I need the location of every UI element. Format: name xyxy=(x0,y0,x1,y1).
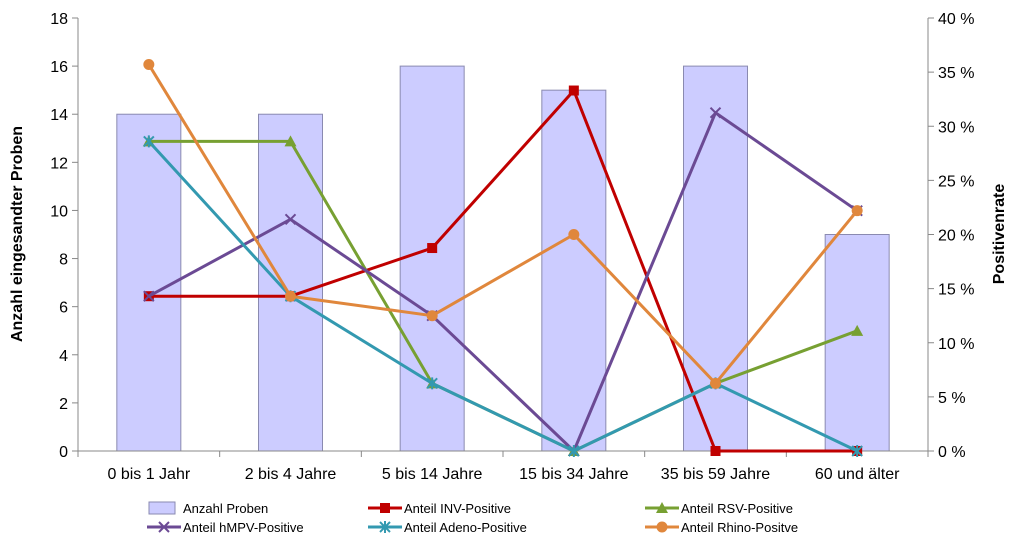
y-left-tick-label: 6 xyxy=(59,300,68,317)
legend-swatch-0 xyxy=(148,501,176,515)
bar-0 xyxy=(116,113,182,452)
y-right-tick-label: 10 % xyxy=(938,336,974,353)
legend-marker-5 xyxy=(656,521,668,533)
series-4-point-4 xyxy=(710,377,721,389)
legend-label-5: Anteil Rhino-Positve xyxy=(681,520,798,535)
legend-label-1: Anteil INV-Positive xyxy=(404,501,511,516)
y-right-axis-title: Positivenrate xyxy=(991,184,1008,285)
bar-1 xyxy=(258,113,323,452)
x-tick-label: 35 bis 59 Jahre xyxy=(661,466,771,483)
y-left-tick-label: 4 xyxy=(59,348,68,365)
bars-layer xyxy=(116,65,890,452)
series-3-point-3 xyxy=(568,445,580,457)
y-left-tick-label: 10 xyxy=(50,203,68,220)
y-right-tick-label: 15 % xyxy=(938,282,974,299)
legend: Anzahl Proben Anteil INV-Positive Anteil R… xyxy=(147,501,798,535)
series-2 xyxy=(143,107,863,457)
series-3-point-2 xyxy=(426,377,438,390)
series-4-point-2 xyxy=(426,310,438,322)
series-3-point-5 xyxy=(851,445,863,457)
legend-label-0: Anzahl Proben xyxy=(183,501,268,516)
series-line-4 xyxy=(147,63,859,385)
y-left-tick-label: 2 xyxy=(59,396,68,413)
series-4-point-3 xyxy=(568,229,580,240)
series-2-point-0 xyxy=(143,290,155,302)
y-right-tick-label: 25 % xyxy=(938,173,974,190)
series-line-2 xyxy=(148,111,859,453)
series-1-point-5 xyxy=(851,324,864,336)
series-line-3 xyxy=(147,140,858,453)
x-tick-label: 2 bis 4 Jahre xyxy=(245,466,337,483)
series-0-point-4 xyxy=(710,446,721,456)
legend-marker-3 xyxy=(158,521,170,533)
legend-marker-1 xyxy=(380,503,390,513)
series-0-point-2 xyxy=(427,243,438,254)
legend-label-3: Anteil hMPV-Positive xyxy=(183,520,304,535)
series-0-point-3 xyxy=(568,85,579,96)
y-right-tick-label: 35 % xyxy=(938,65,974,82)
lines-layer xyxy=(142,59,864,457)
series-4-point-1 xyxy=(285,290,296,302)
bar-5 xyxy=(824,234,890,452)
series-1-point-1 xyxy=(284,135,297,147)
legend-item-1: Anteil INV-Positive xyxy=(368,501,511,516)
y-left-axis-title: Anzahl eingesandter Proben xyxy=(9,126,26,342)
legend-marker-4 xyxy=(379,521,391,533)
y-right-tick-label: 20 % xyxy=(938,228,974,245)
legend-label-4: Anteil Adeno-Positive xyxy=(404,520,527,535)
legend-item-3: Anteil hMPV-Positive xyxy=(147,520,304,535)
x-tick-label: 5 bis 14 Jahre xyxy=(382,466,483,483)
legend-item-0: Anzahl Proben xyxy=(148,501,268,516)
axes-layer: 0 2 4 6 8 10 12 14 16 18 0 % 5 % 10 % 15 % 20 % 25 % 30 … xyxy=(50,11,974,483)
series-2-point-1 xyxy=(284,213,297,226)
y-left-tick-label: 0 xyxy=(59,444,68,461)
series-4-point-0 xyxy=(143,59,155,71)
y-left-tick-label: 12 xyxy=(50,155,68,172)
series-4-point-5 xyxy=(851,205,863,217)
legend-marker-2 xyxy=(656,502,668,513)
legend-item-2: Anteil RSV-Positive xyxy=(645,501,793,516)
y-right-tick-label: 0 % xyxy=(938,444,966,461)
x-tick-label: 0 bis 1 Jahr xyxy=(107,466,190,483)
x-tick-label: 60 und älter xyxy=(815,466,900,483)
legend-item-5: Anteil Rhino-Positve xyxy=(645,520,798,535)
y-left-tick-label: 18 xyxy=(50,11,68,28)
series-3-point-0 xyxy=(143,135,155,148)
legend-label-2: Anteil RSV-Positive xyxy=(681,501,793,516)
x-tick-label: 15 bis 34 Jahre xyxy=(519,466,629,483)
y-right-tick-label: 5 % xyxy=(938,390,966,407)
y-left-tick-label: 16 xyxy=(50,59,68,76)
series-2-point-4 xyxy=(709,107,722,119)
legend-item-4: Anteil Adeno-Positive xyxy=(368,520,527,535)
y-right-tick-label: 30 % xyxy=(938,119,974,136)
series-4 xyxy=(143,59,863,389)
y-left-tick-label: 14 xyxy=(50,107,68,124)
y-left-tick-label: 8 xyxy=(59,252,68,269)
y-right-tick-label: 40 % xyxy=(938,11,974,28)
series-line-0 xyxy=(148,89,858,453)
